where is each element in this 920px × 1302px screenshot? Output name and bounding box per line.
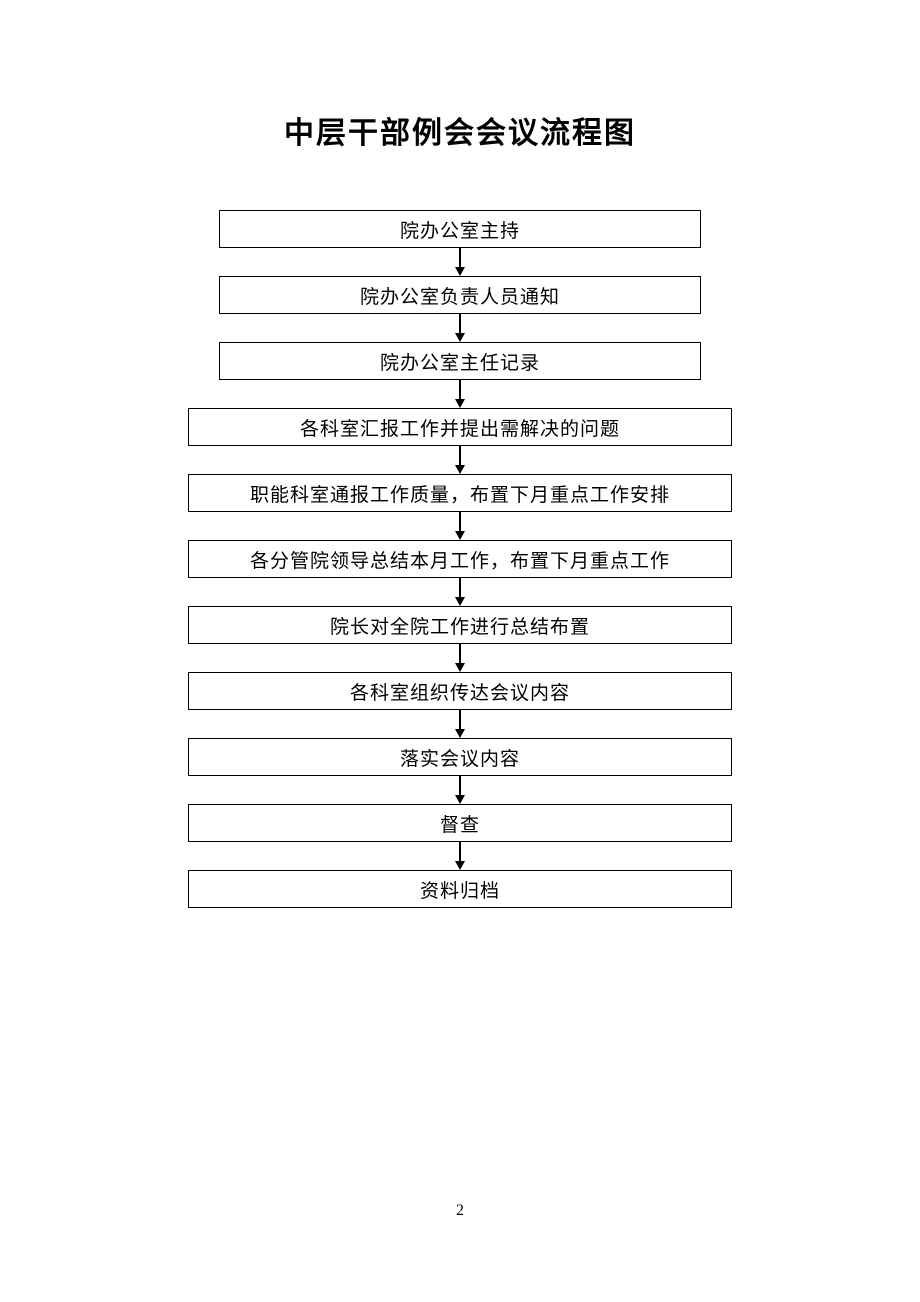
flow-arrow-0: [455, 248, 465, 276]
flow-node-0: 院办公室主持: [219, 210, 701, 248]
flow-node-6: 院长对全院工作进行总结布置: [188, 606, 732, 644]
page-number: 2: [0, 1202, 920, 1220]
flow-node-9: 督查: [188, 804, 732, 842]
flow-node-8: 落实会议内容: [188, 738, 732, 776]
flow-arrow-9: [455, 842, 465, 870]
flow-arrow-3: [455, 446, 465, 474]
flow-node-10: 资料归档: [188, 870, 732, 908]
flow-node-3: 各科室汇报工作并提出需解决的问题: [188, 408, 732, 446]
flow-arrow-4: [455, 512, 465, 540]
page-title: 中层干部例会会议流程图: [0, 0, 920, 152]
flow-arrow-2: [455, 380, 465, 408]
flow-arrow-8: [455, 776, 465, 804]
flow-arrow-7: [455, 710, 465, 738]
flow-node-5: 各分管院领导总结本月工作，布置下月重点工作: [188, 540, 732, 578]
flow-node-7: 各科室组织传达会议内容: [188, 672, 732, 710]
flow-node-4: 职能科室通报工作质量，布置下月重点工作安排: [188, 474, 732, 512]
flow-arrow-6: [455, 644, 465, 672]
flow-arrow-5: [455, 578, 465, 606]
flow-node-2: 院办公室主任记录: [219, 342, 701, 380]
flow-node-1: 院办公室负责人员通知: [219, 276, 701, 314]
flowchart-container: 院办公室主持院办公室负责人员通知院办公室主任记录各科室汇报工作并提出需解决的问题…: [0, 210, 920, 908]
flow-arrow-1: [455, 314, 465, 342]
